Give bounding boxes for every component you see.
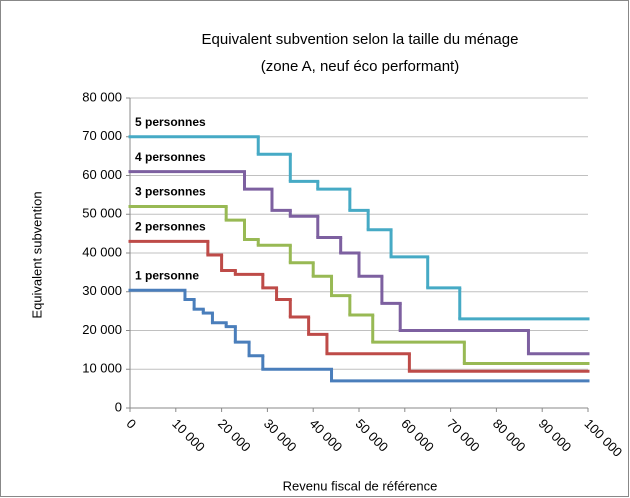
y-tick-label: 0 bbox=[115, 399, 122, 414]
y-tick-label: 70 000 bbox=[82, 128, 122, 143]
chart-subtitle: (zone A, neuf éco performant) bbox=[261, 58, 459, 75]
y-axis-label: Equivalent subvention bbox=[29, 191, 44, 318]
y-tick-label: 30 000 bbox=[82, 283, 122, 298]
series-label: 4 personnes bbox=[135, 150, 206, 164]
y-tick-label: 60 000 bbox=[82, 167, 122, 182]
series-label: 1 personne bbox=[135, 268, 199, 282]
y-tick-label: 10 000 bbox=[82, 361, 122, 376]
x-axis-label: Revenu fiscal de référence bbox=[283, 478, 438, 493]
series-label: 2 personnes bbox=[135, 220, 206, 234]
y-tick-label: 80 000 bbox=[82, 89, 122, 104]
chart-title: Equivalent subvention selon la taille du… bbox=[202, 31, 519, 48]
series-label: 3 personnes bbox=[135, 185, 206, 199]
y-tick-label: 50 000 bbox=[82, 206, 122, 221]
series-label: 5 personnes bbox=[135, 115, 206, 129]
y-tick-label: 40 000 bbox=[82, 244, 122, 259]
y-tick-label: 20 000 bbox=[82, 322, 122, 337]
